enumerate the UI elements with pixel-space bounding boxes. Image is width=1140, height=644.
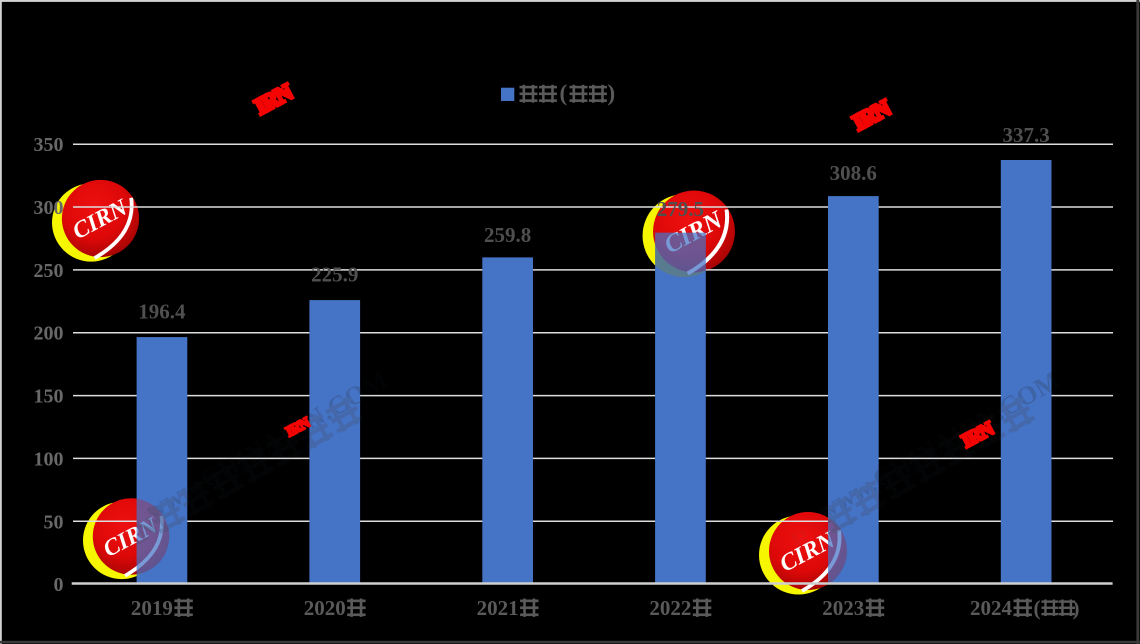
svg-text:350: 350 bbox=[34, 134, 64, 156]
svg-text:2024: 2024 bbox=[970, 596, 1013, 620]
svg-text:2020: 2020 bbox=[304, 596, 346, 620]
svg-text:2023: 2023 bbox=[822, 596, 864, 620]
svg-text:0: 0 bbox=[54, 574, 64, 596]
svg-text:100: 100 bbox=[34, 448, 64, 470]
svg-text:(: ( bbox=[560, 81, 568, 106]
svg-text:250: 250 bbox=[34, 260, 64, 282]
svg-text:(: ( bbox=[1034, 596, 1041, 620]
svg-text:225.9: 225.9 bbox=[311, 263, 358, 287]
svg-text:50: 50 bbox=[44, 511, 64, 533]
svg-text:2021: 2021 bbox=[477, 596, 519, 620]
svg-text:200: 200 bbox=[34, 323, 64, 345]
svg-text:308.6: 308.6 bbox=[830, 161, 877, 185]
svg-text:): ) bbox=[1073, 596, 1080, 620]
svg-text:): ) bbox=[608, 81, 616, 106]
svg-text:337.3: 337.3 bbox=[1002, 123, 1049, 147]
svg-text:2022: 2022 bbox=[649, 596, 691, 620]
svg-text:279.5: 279.5 bbox=[657, 197, 704, 221]
svg-text:2019: 2019 bbox=[131, 596, 173, 620]
svg-text:259.8: 259.8 bbox=[484, 223, 531, 247]
svg-text:300: 300 bbox=[34, 197, 64, 219]
svg-text:150: 150 bbox=[34, 386, 64, 408]
svg-text:196.4: 196.4 bbox=[138, 299, 186, 323]
